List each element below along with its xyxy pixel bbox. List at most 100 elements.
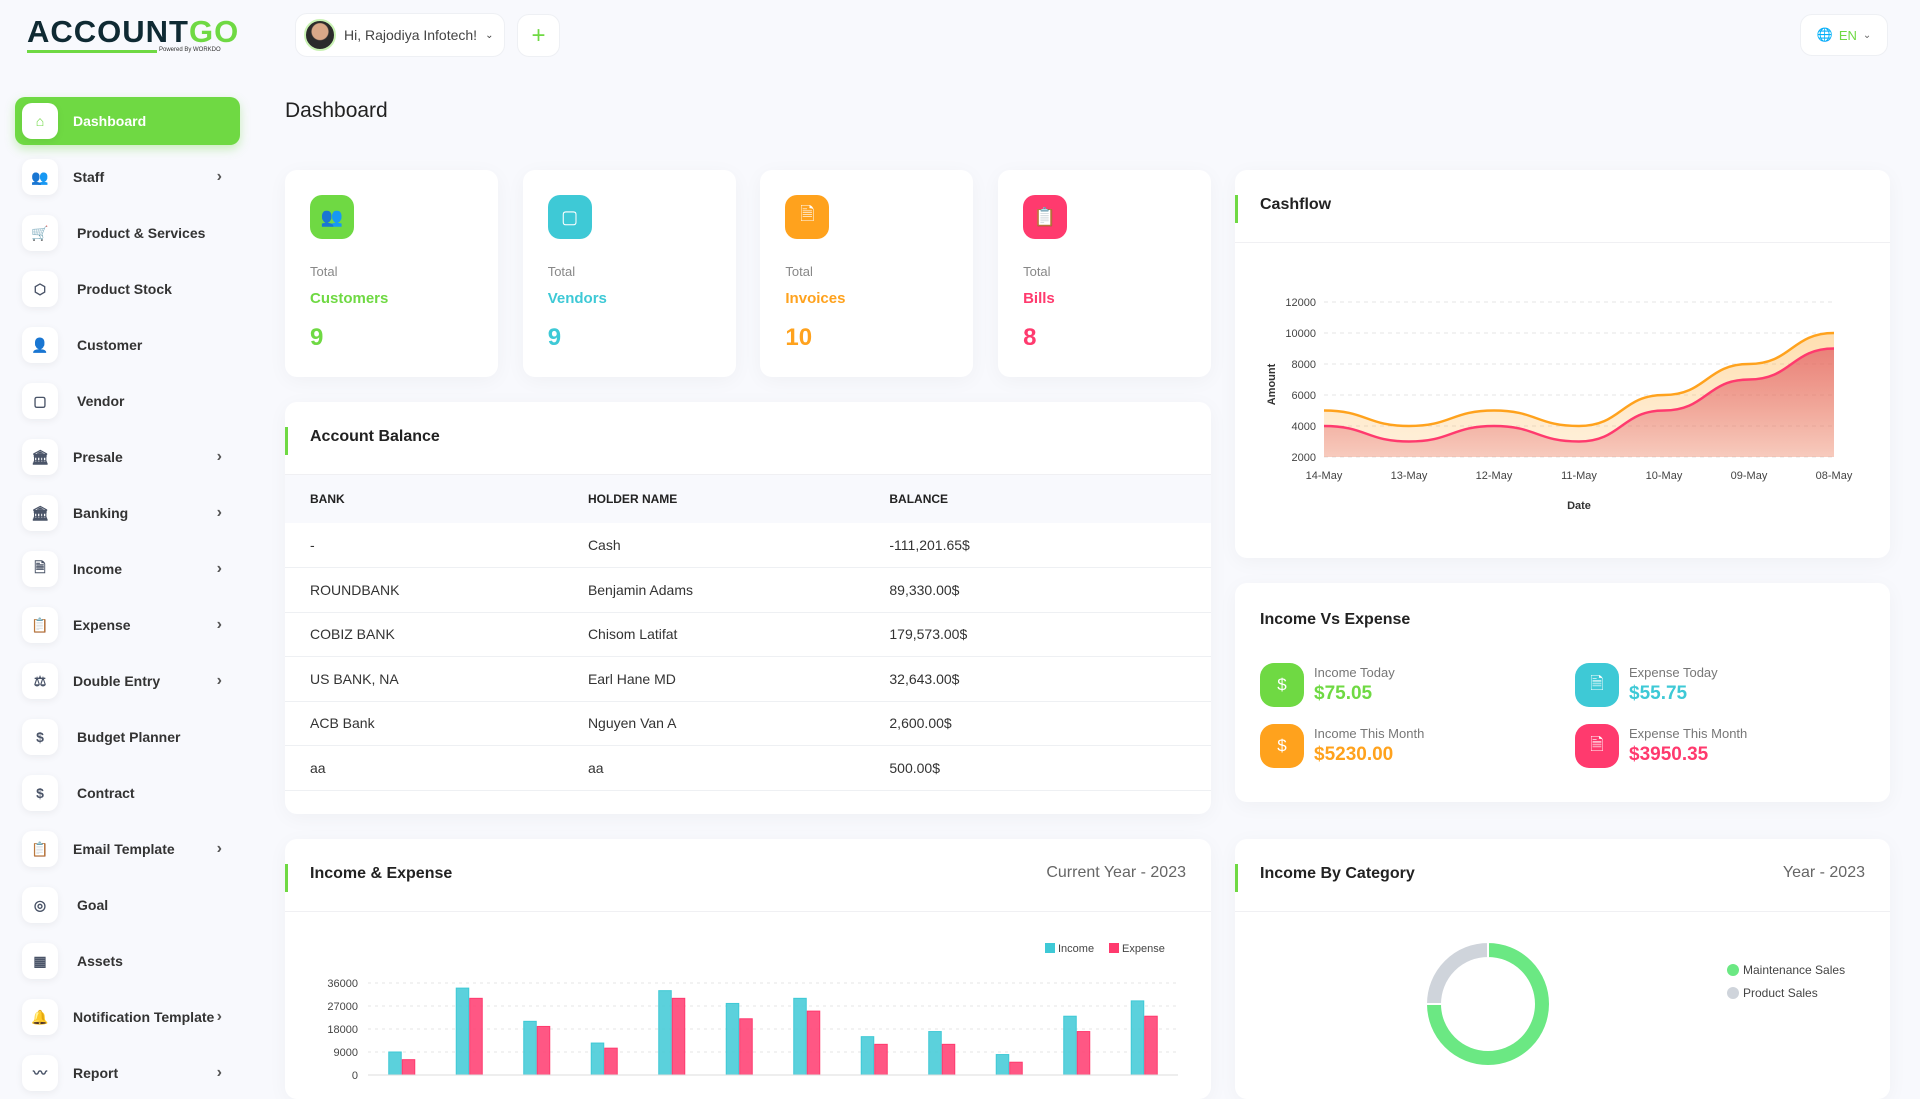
stat-label: Expense Today <box>1629 665 1718 680</box>
chevron-down-icon: ⌄ <box>485 29 494 41</box>
sidebar-item-income[interactable]: 🗎 Income › <box>15 545 240 593</box>
table-row[interactable]: COBIZ BANK Chisom Latifat 179,573.00$ <box>285 612 1211 657</box>
add-button[interactable]: + <box>517 14 560 57</box>
sidebar-item-expense[interactable]: 📋 Expense › <box>15 601 240 649</box>
sidebar-item-product-services[interactable]: 🛒 Product & Services <box>15 209 240 257</box>
logo-underline <box>27 50 157 53</box>
bar-income <box>1130 1000 1145 1076</box>
stat-total: Total <box>547 264 576 279</box>
sidebar-item-label: Budget Planner <box>77 729 181 745</box>
series-line <box>1323 347 1835 443</box>
income-category-chart: Maintenance Sales Product Sales <box>1424 940 1845 1067</box>
sidebar-item-label: Dashboard <box>73 113 147 129</box>
sidebar-item-label: Email Template <box>73 841 175 857</box>
calculator-icon: ▦ <box>22 943 58 979</box>
table-cell: Cash <box>587 523 890 568</box>
sidebar-item-budget-planner[interactable]: $ Budget Planner <box>15 713 240 761</box>
bar-income <box>860 1036 875 1076</box>
x-tick-label: 09-May <box>1731 470 1768 482</box>
stat-card-invoices[interactable]: 🗎 Total Invoices 10 <box>760 170 974 377</box>
sidebar-item-report[interactable]: 〰 Report › <box>15 1049 240 1097</box>
stat-label: Bills <box>1023 290 1055 307</box>
series-line <box>1323 331 1835 428</box>
y-tick-label: 8000 <box>1292 359 1316 371</box>
card-title: Income & Expense <box>310 865 453 882</box>
cashflow-chart: 2000 4000 6000 8000 10000 12000 14-May 13-May 12… <box>1266 297 1853 512</box>
stat-total: Total <box>310 264 338 279</box>
sidebar-item-assets[interactable]: ▦ Assets <box>15 937 240 985</box>
x-axis-label: Date <box>1567 500 1591 512</box>
stat-label: Income This Month <box>1314 726 1425 741</box>
logo-powered: Powered By WORKDO <box>159 47 221 53</box>
stat-expense-today: 🗎 Expense Today $55.75 <box>1575 663 1718 707</box>
sidebar-item-banking[interactable]: 🏛 Banking › <box>15 489 240 537</box>
users-icon: 👥 <box>310 195 354 239</box>
sidebar-item-product-stock[interactable]: ⬡ Product Stock <box>15 265 240 313</box>
chevron-right-icon: › <box>216 616 222 633</box>
logo[interactable]: ACCOUNTGO Powered By WORKDO <box>27 14 238 56</box>
card-title: Account Balance <box>310 428 440 445</box>
bar-income <box>793 997 807 1076</box>
plus-icon: + <box>531 21 546 49</box>
table-cell: - <box>285 523 588 568</box>
table-row[interactable]: aa aa 500.00$ <box>285 745 1211 791</box>
chevron-down-icon: ⌄ <box>1862 29 1872 41</box>
table-cell: ROUNDBANK <box>285 567 588 613</box>
stat-card-vendors[interactable]: ▢ Total Vendors 9 <box>522 170 736 377</box>
stat-total: Total <box>1023 264 1051 279</box>
card-header: Income By Category Year - 2023 <box>1235 839 1890 912</box>
globe-icon: 🌐 <box>1816 27 1833 42</box>
bar-expense <box>806 1010 821 1076</box>
language-selector[interactable]: 🌐 EN ⌄ <box>1800 14 1888 56</box>
sidebar-item-double-entry[interactable]: ⚖ Double Entry › <box>15 657 240 705</box>
legend-swatch <box>1727 964 1739 976</box>
income-vs-expense-card: Income Vs Expense $ Income Today $75.05 🗎 Ex… <box>1235 583 1890 802</box>
chevron-right-icon: › <box>216 448 222 465</box>
sidebar-item-notification-template[interactable]: 🔔 Notification Template › <box>15 993 240 1041</box>
table-cell: 500.00$ <box>889 745 1211 791</box>
y-tick-label: 9000 <box>334 1047 358 1059</box>
page-title: Dashboard <box>285 99 388 122</box>
card-header: Account Balance <box>285 402 1211 475</box>
clipboard-check-icon: 📋 <box>22 831 58 867</box>
x-tick-label: 14-May <box>1306 470 1343 482</box>
sidebar-item-goal[interactable]: ◎ Goal <box>15 881 240 929</box>
sidebar-item-contract[interactable]: $ Contract <box>15 769 240 817</box>
sidebar-item-label: Product Stock <box>77 281 172 297</box>
account-balance-card: Account Balance BANK HOLDER NAME BALANCE -… <box>285 402 1211 814</box>
sidebar-item-staff[interactable]: 👥 Staff › <box>15 153 240 201</box>
legend-swatch <box>1109 943 1119 953</box>
stat-value: $55.75 <box>1629 683 1688 704</box>
card-header: Income & Expense Current Year - 2023 <box>285 839 1211 912</box>
table-row[interactable]: - Cash -111,201.65$ <box>285 523 1211 568</box>
x-tick-label: 13-May <box>1391 470 1428 482</box>
stat-card-customers[interactable]: 👥 Total Customers 9 <box>285 170 498 377</box>
bar-income <box>725 1002 740 1076</box>
users-icon: 👥 <box>22 159 58 195</box>
y-tick-label: 0 <box>352 1070 358 1082</box>
table-cell: 32,643.00$ <box>889 656 1211 702</box>
stat-label: Expense This Month <box>1629 726 1748 741</box>
logo-accent: GO <box>189 14 240 49</box>
y-tick-label: 12000 <box>1285 297 1316 309</box>
y-tick-label: 6000 <box>1292 390 1316 402</box>
sidebar-item-label: Contract <box>77 785 135 801</box>
stat-card-bills[interactable]: 📋 Total Bills 8 <box>998 170 1212 377</box>
building-icon: 🏛 <box>22 439 58 475</box>
table-row[interactable]: ROUNDBANK Benjamin Adams 89,330.00$ <box>285 567 1211 613</box>
y-tick-label: 4000 <box>1292 421 1316 433</box>
chevron-right-icon: › <box>216 840 222 857</box>
table-row[interactable]: US BANK, NA Earl Hane MD 32,643.00$ <box>285 656 1211 702</box>
x-tick-label: 08-May <box>1816 470 1853 482</box>
sidebar-item-vendor[interactable]: ▢ Vendor <box>15 377 240 425</box>
sidebar-item-email-template[interactable]: 📋 Email Template › <box>15 825 240 873</box>
user-menu[interactable]: Hi, Rajodiya Infotech! ⌄ <box>295 13 505 57</box>
sidebar-item-presale[interactable]: 🏛 Presale › <box>15 433 240 481</box>
clipboard-dollar-icon: $ <box>1260 663 1304 707</box>
table-row[interactable]: ACB Bank Nguyen Van A 2,600.00$ <box>285 701 1211 746</box>
sidebar-item-dashboard[interactable]: ⌂ Dashboard <box>15 97 240 145</box>
card-subtitle: Current Year - 2023 <box>1046 864 1186 881</box>
sidebar-item-label: Banking <box>73 505 129 521</box>
sidebar-item-customer[interactable]: 👤 Customer <box>15 321 240 369</box>
card-title: Cashflow <box>1260 196 1332 213</box>
